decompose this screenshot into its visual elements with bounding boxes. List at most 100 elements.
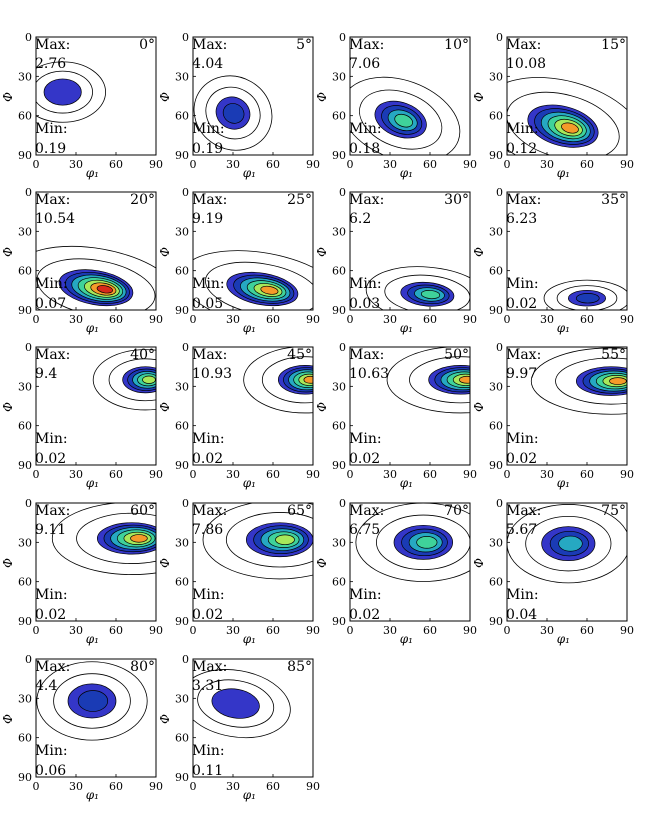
x-tick-label: 0: [33, 313, 40, 326]
y-tick-label: 0: [339, 186, 346, 199]
x-tick-label: 60: [109, 158, 123, 171]
contour-fill: [609, 377, 627, 385]
max-label: Max:: [349, 192, 384, 208]
min-value: 0.11: [192, 763, 223, 779]
min-value: 0.02: [35, 607, 66, 623]
y-tick-label: 0: [496, 341, 503, 354]
x-tick-label: 0: [33, 468, 40, 481]
min-label: Min:: [506, 121, 539, 137]
max-value: 6.23: [506, 211, 537, 227]
y-tick-label: 90: [489, 459, 503, 472]
x-axis-label: φ₁: [400, 476, 413, 490]
contour-group: [507, 504, 627, 584]
max-value: 10.54: [35, 211, 75, 227]
y-tick-label: 90: [175, 149, 189, 162]
x-tick-label: 0: [347, 313, 354, 326]
min-value: 0.02: [349, 451, 380, 467]
y-tick-label: 30: [18, 70, 32, 83]
y-tick-label: 90: [175, 771, 189, 784]
x-axis-label: φ₁: [86, 788, 99, 802]
contour-group: [202, 503, 313, 580]
min-value: 0.19: [35, 141, 66, 157]
max-label: Max:: [35, 347, 70, 363]
contour-line: [359, 89, 443, 150]
contour-line: [409, 356, 470, 404]
y-tick-label: 60: [175, 110, 189, 123]
section-angle: 80°: [130, 659, 155, 675]
max-value: 9.11: [35, 522, 66, 538]
x-tick-label: 90: [149, 468, 163, 481]
min-value: 0.04: [506, 607, 537, 623]
contour-group: [350, 76, 461, 155]
y-tick-label: 90: [489, 149, 503, 162]
y-axis-label: Φ: [1, 247, 15, 257]
y-tick-label: 60: [489, 420, 503, 433]
y-tick-label: 60: [175, 265, 189, 278]
x-tick-label: 0: [504, 624, 511, 637]
min-label: Min:: [349, 431, 382, 447]
min-label: Min:: [506, 587, 539, 603]
x-tick-label: 60: [423, 313, 437, 326]
contour-line: [350, 76, 461, 155]
y-tick-label: 30: [175, 225, 189, 238]
x-tick-label: 0: [347, 468, 354, 481]
x-tick-label: 60: [423, 158, 437, 171]
axes-frame: [35, 658, 157, 778]
y-tick-label: 0: [182, 186, 189, 199]
y-tick-label: 0: [25, 497, 32, 510]
contour-group: [51, 503, 156, 575]
y-tick-label: 90: [18, 459, 32, 472]
y-tick-label: 0: [182, 31, 189, 44]
y-axis-label: Φ: [315, 92, 329, 102]
y-tick-label: 0: [182, 341, 189, 354]
contour-fill: [420, 290, 441, 300]
axes-frame: [35, 191, 157, 311]
y-tick-label: 90: [175, 459, 189, 472]
contour-line: [193, 75, 273, 151]
max-label: Max:: [506, 192, 541, 208]
contour-group: [507, 77, 627, 155]
contour-line: [376, 514, 470, 570]
max-label: Max:: [349, 37, 384, 53]
y-tick-label: 90: [175, 304, 189, 317]
axes-frame: [506, 502, 628, 622]
x-tick-label: 30: [540, 313, 554, 326]
contour-group: [193, 669, 291, 739]
axes-frame: [349, 36, 471, 156]
section-angle: 85°: [287, 659, 312, 675]
min-value: 0.02: [506, 451, 537, 467]
min-label: Min:: [35, 121, 68, 137]
x-tick-label: 30: [226, 624, 240, 637]
x-tick-label: 90: [463, 624, 477, 637]
x-axis-label: φ₁: [243, 632, 256, 646]
max-label: Max:: [506, 503, 541, 519]
x-axis-label: φ₁: [243, 166, 256, 180]
contour-fill: [260, 285, 279, 295]
contour-fill: [211, 688, 260, 719]
y-tick-label: 30: [175, 380, 189, 393]
x-tick-label: 30: [69, 624, 83, 637]
x-tick-label: 0: [33, 780, 40, 793]
contour-fill: [275, 534, 295, 545]
contour-line: [261, 356, 313, 404]
contour-group: [386, 347, 470, 414]
y-tick-label: 0: [25, 31, 32, 44]
contour-line: [205, 86, 261, 140]
x-tick-label: 30: [226, 158, 240, 171]
contour-line: [386, 347, 470, 414]
section-angle: 15°: [601, 37, 626, 53]
y-axis-label: Φ: [1, 714, 15, 724]
x-tick-label: 30: [383, 313, 397, 326]
min-value: 0.19: [192, 141, 223, 157]
y-tick-label: 0: [339, 497, 346, 510]
y-tick-label: 30: [18, 692, 32, 705]
x-tick-label: 30: [540, 468, 554, 481]
x-axis-label: φ₁: [400, 166, 413, 180]
x-tick-label: 60: [266, 313, 280, 326]
min-value: 0.05: [192, 296, 223, 312]
x-tick-label: 90: [463, 313, 477, 326]
max-label: Max:: [192, 347, 227, 363]
